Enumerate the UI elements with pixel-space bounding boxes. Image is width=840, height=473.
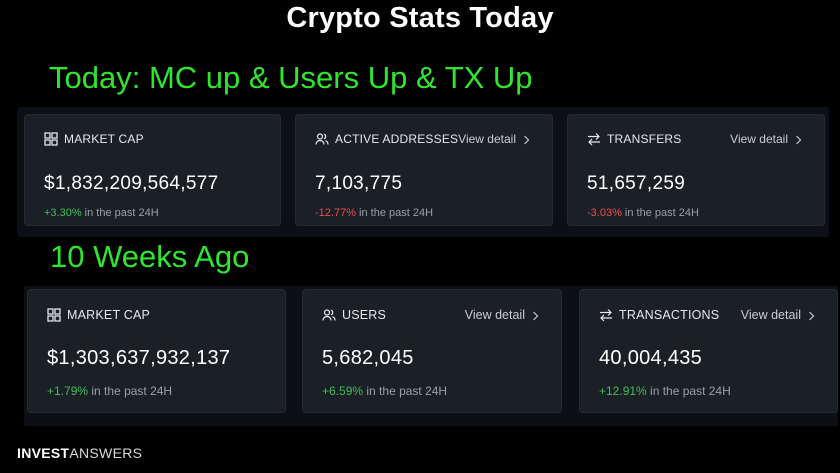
card-value: 51,657,259: [587, 173, 686, 194]
users-card: USERS View detail 5,682,045 +6.59% in th…: [302, 289, 562, 413]
card-change: -3.03% in the past 24H: [587, 207, 699, 219]
card-label: MARKET CAP: [64, 132, 144, 146]
change-suffix: in the past 24H: [88, 384, 173, 398]
chevron-right-icon: [808, 310, 815, 321]
card-change: -12.77% in the past 24H: [315, 207, 433, 219]
change-suffix: in the past 24H: [621, 207, 699, 219]
brand-logo: INVESTANSWERS: [17, 445, 142, 461]
grid-icon: [44, 132, 58, 146]
card-header: ACTIVE ADDRESSES: [315, 132, 458, 146]
ten-weeks-ago-headline: 10 Weeks Ago: [50, 239, 250, 274]
card-label: TRANSACTIONS: [619, 308, 720, 322]
today-headline: Today: MC up & Users Up & TX Up: [49, 60, 533, 95]
chevron-right-icon: [532, 310, 539, 321]
change-suffix: in the past 24H: [363, 384, 448, 398]
active-addresses-card: ACTIVE ADDRESSES View detail 7,103,775 -…: [295, 114, 553, 226]
change-percent: +3.30%: [44, 207, 82, 219]
market-cap-card: MARKET CAP $1,303,637,932,137 +1.79% in …: [27, 289, 286, 413]
transfers-card: TRANSFERS View detail 51,657,259 -3.03% …: [567, 114, 825, 226]
transfer-arrows-icon: [587, 132, 601, 146]
card-header: MARKET CAP: [44, 132, 144, 146]
change-suffix: in the past 24H: [355, 207, 434, 219]
card-header: MARKET CAP: [47, 308, 150, 322]
page-title: Crypto Stats Today: [286, 2, 554, 34]
ten-weeks-ago-stats-panel: MARKET CAP $1,303,637,932,137 +1.79% in …: [24, 286, 838, 426]
card-value: 40,004,435: [599, 347, 703, 369]
card-value: $1,832,209,564,577: [44, 173, 219, 194]
grid-icon: [47, 308, 61, 322]
change-suffix: in the past 24H: [81, 207, 159, 219]
users-icon: [322, 308, 336, 322]
view-detail-link[interactable]: View detail: [465, 308, 539, 322]
card-header: TRANSFERS: [587, 132, 681, 146]
card-change: +1.79% in the past 24H: [47, 384, 172, 398]
view-detail-label: View detail: [458, 132, 516, 146]
brand-light: ANSWERS: [69, 445, 143, 461]
users-icon: [315, 132, 329, 146]
view-detail-label: View detail: [464, 308, 525, 322]
card-header: TRANSACTIONS: [599, 308, 719, 322]
change-suffix: in the past 24H: [646, 384, 731, 398]
card-label: MARKET CAP: [67, 308, 151, 322]
card-label: USERS: [342, 308, 387, 322]
card-value: $1,303,637,932,137: [47, 347, 231, 369]
card-change: +12.91% in the past 24H: [599, 384, 731, 398]
change-percent: -12.77%: [315, 207, 356, 219]
today-stats-panel: MARKET CAP $1,832,209,564,577 +3.30% in …: [17, 107, 829, 237]
view-detail-link[interactable]: View detail: [741, 308, 815, 322]
card-value: 5,682,045: [322, 347, 414, 369]
view-detail-label: View detail: [740, 308, 801, 322]
card-value: 7,103,775: [315, 173, 403, 194]
card-change: +3.30% in the past 24H: [44, 207, 159, 219]
view-detail-link[interactable]: View detail: [458, 132, 530, 146]
view-detail-label: View detail: [730, 132, 788, 146]
card-change: +6.59% in the past 24H: [322, 384, 447, 398]
market-cap-card: MARKET CAP $1,832,209,564,577 +3.30% in …: [24, 114, 281, 226]
chevron-right-icon: [523, 134, 530, 145]
view-detail-link[interactable]: View detail: [730, 132, 802, 146]
brand-bold: INVEST: [17, 445, 70, 461]
chevron-right-icon: [795, 134, 802, 145]
change-percent: +1.79%: [47, 384, 89, 398]
card-label: ACTIVE ADDRESSES: [335, 132, 459, 146]
transactions-card: TRANSACTIONS View detail 40,004,435 +12.…: [579, 289, 838, 413]
change-percent: +12.91%: [599, 384, 647, 398]
change-percent: -3.03%: [587, 207, 622, 219]
card-label: TRANSFERS: [607, 132, 682, 146]
transfer-arrows-icon: [599, 308, 613, 322]
change-percent: +6.59%: [322, 384, 364, 398]
card-header: USERS: [322, 308, 386, 322]
